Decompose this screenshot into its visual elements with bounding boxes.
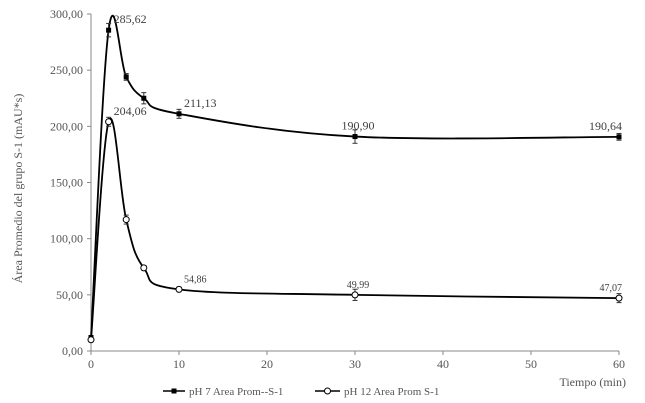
x-axis-title: Tiempo (min) xyxy=(559,375,626,389)
series-0: 285,62 211,13 190,90 190,64 xyxy=(88,12,622,341)
y-tick-label: 50,00 xyxy=(56,288,83,302)
data-point xyxy=(352,134,358,140)
y-axis-ticks: 0,00 50,00 100,00 150,00 200,00 250,00 300,00 xyxy=(50,7,91,358)
y-tick-label: 100,00 xyxy=(50,232,83,246)
legend-item-ph7: pH 7 Area Prom--S-1 xyxy=(163,386,283,398)
legend-label-ph7: pH 7 Area Prom--S-1 xyxy=(189,386,283,398)
series-line xyxy=(90,117,620,340)
data-point xyxy=(615,294,623,302)
x-axis-ticks: 0 10 20 30 40 50 60 xyxy=(88,351,625,371)
y-tick-label: 0,00 xyxy=(62,344,83,358)
y-tick-label: 250,00 xyxy=(50,63,83,77)
series-1: 204,06 54,86 49,99 47,07 xyxy=(87,104,623,344)
data-point xyxy=(106,27,112,33)
data-label: 190,90 xyxy=(342,119,375,133)
axes: 0 10 20 30 40 50 60 0,00 50,00 100,00 150,00 200,0… xyxy=(50,7,625,371)
data-point xyxy=(122,216,130,224)
data-point xyxy=(351,291,359,299)
series-layer: 285,62 211,13 190,90 190,64 204,06 54,86 49,99… xyxy=(87,12,623,344)
data-label: 190,64 xyxy=(589,119,622,133)
x-tick-label: 60 xyxy=(613,357,625,371)
y-tick-label: 150,00 xyxy=(50,176,83,190)
data-label: 49,99 xyxy=(347,280,370,291)
legend-label-ph12: pH 12 Area Prom S-1 xyxy=(344,386,439,398)
data-point xyxy=(141,95,147,101)
y-tick-label: 200,00 xyxy=(50,119,83,133)
data-label: 204,06 xyxy=(114,104,147,118)
data-point xyxy=(140,264,148,272)
data-point xyxy=(616,134,622,140)
data-label: 54,86 xyxy=(184,274,207,285)
data-point xyxy=(87,336,95,344)
x-tick-label: 40 xyxy=(437,357,449,371)
data-label: 285,62 xyxy=(114,12,147,26)
data-point xyxy=(123,74,129,80)
data-point xyxy=(175,285,183,293)
x-tick-label: 50 xyxy=(525,357,537,371)
legend-swatch-ph12-marker xyxy=(324,387,331,395)
y-tick-label: 300,00 xyxy=(50,7,83,21)
data-point xyxy=(176,111,182,117)
x-tick-label: 20 xyxy=(261,357,273,371)
legend-item-ph12: pH 12 Area Prom S-1 xyxy=(315,386,439,398)
legend: pH 7 Area Prom--S-1 pH 12 Area Prom S-1 xyxy=(163,386,439,398)
data-label: 211,13 xyxy=(184,96,217,110)
x-tick-label: 10 xyxy=(173,357,185,371)
legend-swatch-ph7-marker xyxy=(171,388,177,394)
data-point xyxy=(105,118,113,126)
y-axis-title: Área Promedio del grupo S-1 (mAU*s) xyxy=(11,94,25,284)
x-tick-label: 30 xyxy=(349,357,361,371)
x-tick-label: 0 xyxy=(88,357,94,371)
data-label: 47,07 xyxy=(600,283,623,294)
